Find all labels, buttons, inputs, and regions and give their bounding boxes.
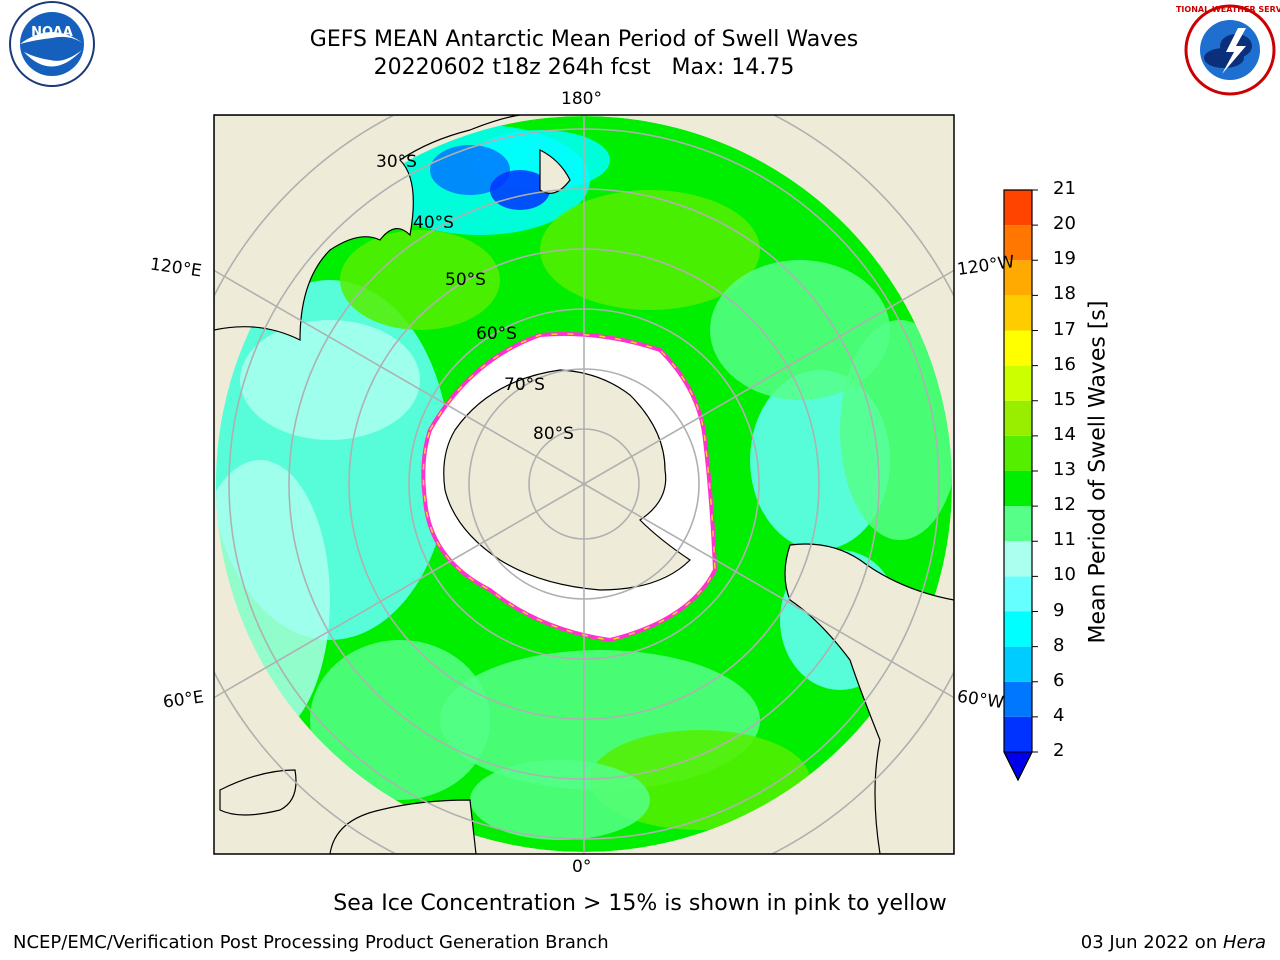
land-mass: [219, 769, 297, 816]
colorbar-tick-label: 12: [1053, 494, 1076, 516]
colorbar-tick-label: 8: [1053, 634, 1065, 656]
longitude-line: [214, 269, 585, 485]
chart-title: GEFS MEAN Antarctic Mean Period of Swell…: [309, 27, 859, 52]
colorbar-tick-label: 2: [1053, 740, 1065, 761]
colorbar-tick-label: 4: [1053, 704, 1065, 726]
longitude-line: [583, 483, 954, 699]
lat-label-30s: 30°S: [376, 152, 417, 172]
lat-label-70s: 70°S: [504, 375, 545, 395]
lat-label-40s: 40°S: [413, 213, 454, 233]
colorbar-segment: [1004, 716, 1032, 752]
noaa-logo-text: NOAA: [31, 25, 73, 40]
longitude-line: [214, 483, 585, 699]
colorbar-title: Mean Period of Swell Waves [s]: [1085, 300, 1111, 644]
nws-logo: NATIONAL WEATHER SERVICE: [1176, 4, 1280, 96]
date-text: 03 Jun 2022 on Hera: [1081, 932, 1266, 954]
date-prefix: 03 Jun 2022 on: [1080, 932, 1223, 953]
field-patch: [540, 190, 760, 310]
lon-label-180: 180°: [561, 89, 602, 109]
field-patch: [240, 320, 420, 440]
colorbar-tick-label: 16: [1053, 353, 1076, 375]
colorbar-tick-label: 13: [1053, 459, 1076, 480]
colorbar-segment: [1004, 646, 1032, 682]
chart-subtitle: 20220602 t18z 264h fcst Max: 14.75: [373, 55, 795, 80]
colorbar-tick-label: 10: [1053, 564, 1076, 586]
noaa-logo: NOAA: [9, 1, 95, 87]
lat-label-50s: 50°S: [445, 270, 486, 290]
colorbar-segment: [1004, 471, 1032, 507]
colorbar-segment: [1004, 260, 1032, 296]
colorbar-segment: [1004, 190, 1032, 226]
colorbar-tick-label: 14: [1053, 423, 1076, 445]
colorbar-tick-label: 21: [1053, 178, 1076, 199]
land-mass: [329, 799, 477, 854]
colorbar-outline: [1003, 189, 1033, 782]
colorbar-extend-arrow: [1003, 751, 1033, 782]
colorbar-segment: [1004, 295, 1032, 331]
colorbar-segment: [1004, 681, 1032, 717]
colorbar-segment: [1004, 330, 1032, 366]
graticule: [214, 115, 954, 854]
sea-ice-edge: [422, 333, 716, 641]
colorbar-segment: [1004, 611, 1032, 647]
colorbar-tick-label: 20: [1053, 213, 1076, 235]
colorbar-segment: [1004, 541, 1032, 577]
credit-text: NCEP/EMC/Verification Post Processing Pr…: [13, 932, 609, 953]
lat-label-60s: 60°S: [476, 324, 517, 344]
land-mass: [539, 149, 571, 194]
field-patch: [840, 320, 952, 540]
field-patch: [710, 260, 890, 400]
field-patch: [310, 640, 490, 800]
longitude-line: [583, 269, 954, 485]
colorbar-tick-label: 9: [1053, 599, 1065, 621]
colorbar-tick-label: 6: [1053, 669, 1065, 691]
colorbar-segment: [1004, 506, 1032, 542]
colorbar-segment: [1004, 225, 1032, 261]
field-patch: [470, 760, 650, 840]
lat-label-80s: 80°S: [533, 424, 574, 444]
colorbar-segment: [1004, 576, 1032, 612]
colorbar-tick-label: 18: [1053, 283, 1076, 305]
colorbar-segment: [1004, 400, 1032, 436]
colorbar-tick-label: 15: [1053, 388, 1076, 410]
colorbar-segment: [1004, 365, 1032, 401]
field-patch: [340, 230, 500, 330]
colorbar-segment: [1004, 435, 1032, 471]
sea-ice-note: Sea Ice Concentration > 15% is shown in …: [333, 891, 947, 916]
colorbar-tick-label: 17: [1053, 318, 1076, 340]
host-name: Hera: [1222, 932, 1266, 953]
field-patch: [430, 145, 510, 195]
colorbar-tick-label: 19: [1053, 248, 1076, 270]
map-frame: [213, 114, 955, 855]
colorbar-tick-label: 11: [1053, 529, 1076, 551]
nws-logo-text: NATIONAL WEATHER SERVICE: [1176, 5, 1280, 14]
antarctica: [443, 369, 691, 591]
lon-label-0: 0°: [572, 857, 592, 877]
